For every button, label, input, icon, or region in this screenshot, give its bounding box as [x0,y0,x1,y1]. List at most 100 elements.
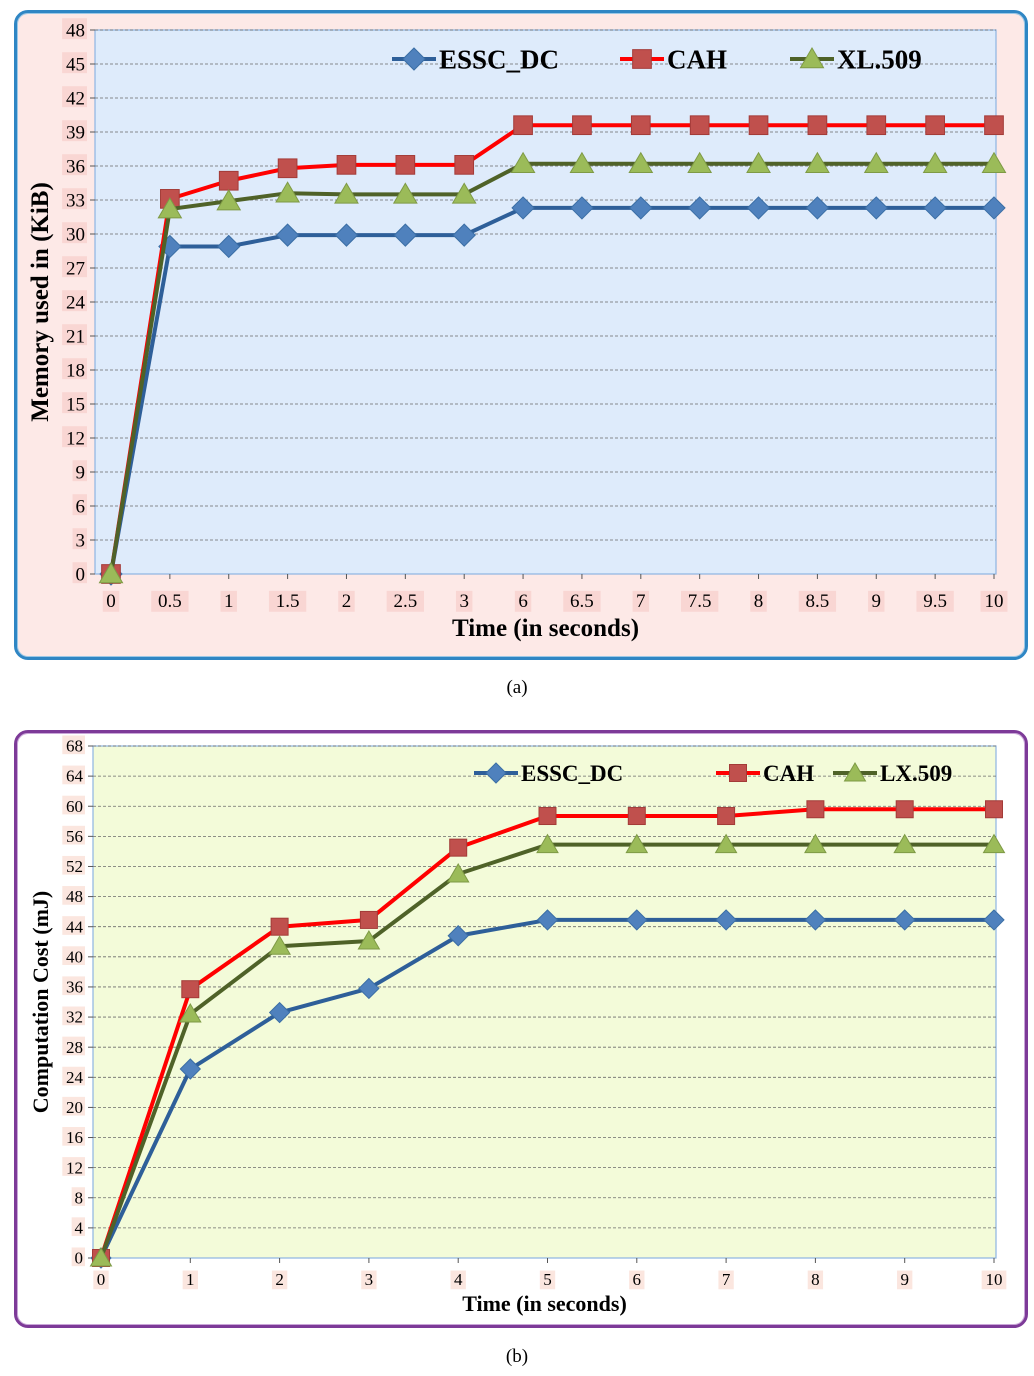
series-a-cah [101,115,1004,584]
x-tick-label-a: 9.5 [923,591,947,612]
y-tick-bg-b [62,976,85,996]
data-point [863,151,889,174]
y-tick-bg-a [62,392,87,414]
x-tick-label-b: 9 [900,1270,909,1289]
y-tick-bg-b [62,855,85,875]
x-tick-bg-a [632,590,650,612]
data-point [275,181,301,203]
legend-marker [632,49,652,69]
x-tick-bg-b [93,1270,109,1290]
y-tick-bg-b [71,1247,85,1267]
y-tick-label-b: 16 [66,1128,83,1147]
legend-label: CAH [667,44,727,74]
data-point [395,155,416,175]
x-tick-label-a: 6 [518,591,528,612]
data-point [217,234,241,259]
y-tick-label-b: 52 [66,857,83,876]
x-tick-label-b: 2 [275,1270,284,1289]
data-point [893,909,916,931]
x-tick-label-b: 6 [633,1270,642,1289]
data-point [268,1001,291,1024]
y-tick-bg-a [62,324,87,346]
series-line [109,123,994,575]
y-tick-label-a: 12 [66,428,85,449]
y-tick-label-a: 6 [76,496,86,517]
data-point [447,925,469,947]
y-tick-label-b: 24 [66,1068,84,1087]
y-tick-label-b: 56 [66,827,83,846]
series-b-lx-509 [89,833,1006,1267]
data-point [393,223,418,247]
y-tick-label-b: 68 [66,737,83,756]
series-a-xl-509 [98,151,1007,584]
x-tick-bg-b [450,1270,466,1290]
x-axis-title-a: Time (in seconds) [452,615,639,642]
data-point [893,833,917,854]
legend-marker [485,762,507,784]
data-point [866,115,887,136]
legend-item-b: LX.509 [833,761,952,786]
data-point [359,910,378,929]
legend-item-a: CAH [620,44,727,74]
data-point [628,151,654,174]
data-point [746,151,771,174]
y-tick-bg-b [62,1006,85,1026]
x-tick-label-b: 8 [811,1270,820,1289]
data-point [982,196,1006,220]
data-point [805,196,830,220]
data-point [452,223,476,247]
x-tick-bg-a [680,590,719,612]
x-tick-label-a: 7.5 [688,591,712,612]
y-tick-bg-b [62,1036,85,1056]
data-point [748,115,769,136]
legend-item-b: CAH [716,761,814,786]
data-point [715,909,737,931]
x-tick-bg-b [981,1270,1007,1290]
x-tick-bg-a [220,590,237,612]
data-point [181,980,200,999]
series-line [109,161,994,575]
y-tick-bg-b [71,1217,85,1237]
data-point [449,838,468,857]
x-tick-bg-a [798,590,837,612]
y-tick-bg-b [62,946,85,965]
data-point [629,196,653,220]
data-point [804,909,827,931]
y-tick-bg-b [62,735,85,755]
y-tick-label-a: 27 [66,258,85,279]
y-tick-label-b: 48 [66,887,83,906]
x-tick-label-a: 10 [985,591,1004,612]
y-tick-label-b: 0 [75,1249,84,1268]
data-point [687,151,713,174]
y-tick-bg-a [62,86,87,108]
x-tick-label-b: 3 [365,1270,374,1289]
data-point [336,155,357,175]
y-tick-bg-b [62,1157,85,1176]
y-tick-bg-a [62,222,87,244]
data-point [218,170,239,191]
y-tick-bg-a [62,18,87,40]
y-tick-label-a: 15 [66,394,85,415]
x-tick-bg-b [718,1270,734,1290]
x-tick-label-a: 8.5 [806,591,830,612]
y-tick-label-a: 48 [66,20,85,41]
data-point [922,151,948,174]
data-point [714,833,738,854]
x-tick-label-a: 0.5 [158,591,182,612]
data-point [98,562,124,584]
data-point [538,807,557,826]
data-point [804,151,830,174]
caption-b: (b) [505,1346,529,1367]
legend-label: CAH [763,761,814,786]
legend-label: LX.509 [880,761,952,786]
data-point [923,196,947,220]
x-tick-bg-a [868,590,885,612]
y-tick-label-a: 18 [66,360,85,381]
x-tick-bg-b [361,1270,377,1290]
data-point [626,909,648,931]
data-point [804,833,827,854]
x-tick-label-a: 8 [754,591,764,612]
data-point [630,115,651,136]
y-tick-bg-a [72,528,87,550]
y-tick-label-a: 9 [76,462,86,483]
